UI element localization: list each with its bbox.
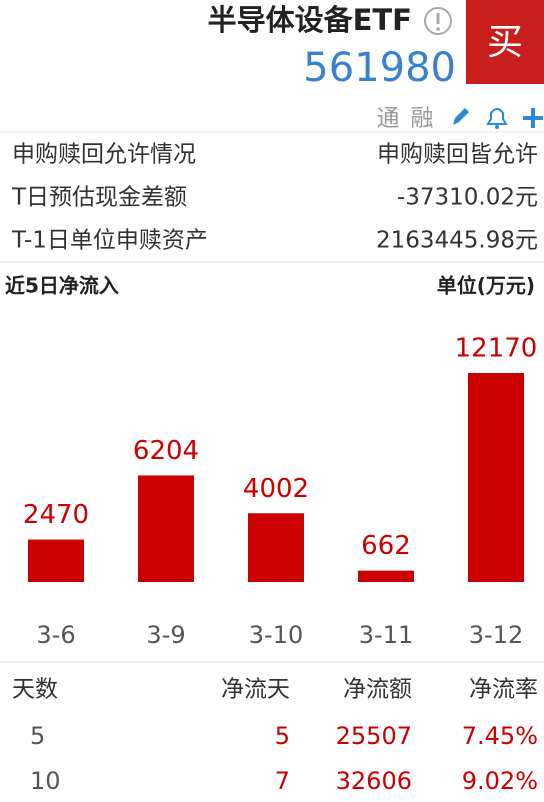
table-cell: 7 <box>275 767 290 795</box>
bar <box>138 475 194 582</box>
table-cell: 25507 <box>336 722 412 750</box>
x-tick-label: 3-12 <box>469 621 523 649</box>
value-label: 662 <box>361 531 411 561</box>
chart-title: 近5日净流入 <box>5 274 119 298</box>
bar <box>468 373 524 582</box>
x-tick-label: 3-11 <box>359 621 413 649</box>
table-cell: 7.45% <box>462 722 538 750</box>
fund-code: 561980 <box>303 45 456 91</box>
fund-title: 半导体设备ETF <box>208 3 412 37</box>
table-cell: 5 <box>30 722 45 750</box>
info-value: 申购赎回皆允许 <box>377 142 538 168</box>
bar <box>358 570 414 582</box>
chart: 2470 3-6 6204 3-9 4002 3-10 662 3-11 12170 3-12 <box>23 334 537 650</box>
table-header: 净流额 <box>343 677 412 703</box>
table-cell: 10 <box>30 767 61 795</box>
table-cell: 9.02% <box>462 767 538 795</box>
bell-icon[interactable] <box>486 108 508 129</box>
value-label: 6204 <box>133 436 199 466</box>
x-tick-label: 3-9 <box>146 621 185 649</box>
info-value: 2163445.98元 <box>376 228 538 254</box>
buy-label[interactable]: 买 <box>487 22 523 63</box>
info-label: T日预估现金差额 <box>11 185 187 211</box>
x-tick-label: 3-6 <box>36 621 75 649</box>
edit-icon[interactable] <box>450 108 470 128</box>
chart-unit: 单位(万元) <box>437 274 535 298</box>
tag: 融 <box>411 106 434 132</box>
table-cell: 5 <box>275 722 290 750</box>
value-label: 2470 <box>23 500 89 530</box>
x-tick-label: 3-10 <box>249 621 303 649</box>
info-list: 申购赎回允许情况 申购赎回皆允许 T日预估现金差额 -37310.02元 T-1日单位申… <box>11 142 538 254</box>
table-header: 净流率 <box>469 677 538 703</box>
value-label: 12170 <box>455 334 538 364</box>
tag: 通 <box>377 106 400 132</box>
info-value: -37310.02元 <box>397 185 538 211</box>
info-label: T-1日单位申赎资产 <box>11 228 208 254</box>
info-icon[interactable] <box>424 7 452 35</box>
value-label: 4002 <box>243 474 309 504</box>
table-cell: 32606 <box>336 767 412 795</box>
bar <box>28 539 84 582</box>
info-label: 申购赎回允许情况 <box>12 142 196 168</box>
add-icon[interactable] <box>523 108 543 128</box>
table-header: 天数 <box>12 677 58 703</box>
buy-button[interactable] <box>466 0 544 84</box>
table: 天数 净流天 净流额 净流率 5 5 25507 7.45% 10 7 32606 9.02% <box>12 677 538 796</box>
bar <box>248 513 304 582</box>
table-header: 净流天 <box>221 677 290 703</box>
